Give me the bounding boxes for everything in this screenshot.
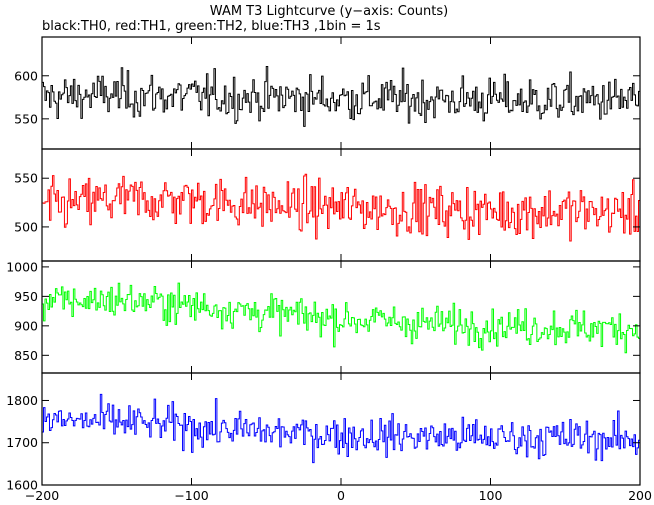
y-tick-label: 1000 (6, 259, 38, 274)
y-tick-label: 1700 (6, 435, 38, 450)
x-tick-label: −100 (174, 488, 208, 503)
y-tick-label: 550 (14, 171, 38, 186)
series-line-th3 (42, 393, 640, 464)
y-tick-label: 850 (14, 348, 38, 363)
y-tick-label: 900 (14, 318, 38, 333)
x-tick-label: 100 (479, 488, 503, 503)
chart-subtitle: black:TH0, red:TH1, green:TH2, blue:TH3 … (42, 19, 381, 34)
panel-th2: 850 900 950 1000 (6, 259, 641, 374)
panel-frame (41, 36, 641, 150)
panel-th0: 550 600 (14, 36, 641, 150)
y-tick-label: 1800 (6, 393, 38, 408)
panels-group: 5506005005508509009501000160017001800−20… (6, 36, 652, 503)
panel-frame (41, 260, 641, 374)
series-line-th1 (42, 173, 640, 242)
y-tick-label: 550 (14, 111, 38, 126)
panel-th3: 1600 1700 1800 (6, 372, 641, 493)
x-tick-label: 200 (628, 488, 652, 503)
series-line-th0 (42, 65, 640, 127)
y-tick-label: 500 (14, 219, 38, 234)
chart-title: WAM T3 Lightcurve (y−axis: Counts) (210, 4, 448, 19)
x-tick-label: 0 (337, 488, 345, 503)
y-tick-label: 950 (14, 289, 38, 304)
y-tick-label: 600 (14, 68, 38, 83)
y-tick-label: 1600 (6, 478, 38, 493)
panel-frame (41, 372, 641, 486)
panel-th1: 500 550 (14, 148, 641, 262)
x-tick-label: −200 (25, 488, 59, 503)
series-line-th2 (42, 282, 640, 354)
